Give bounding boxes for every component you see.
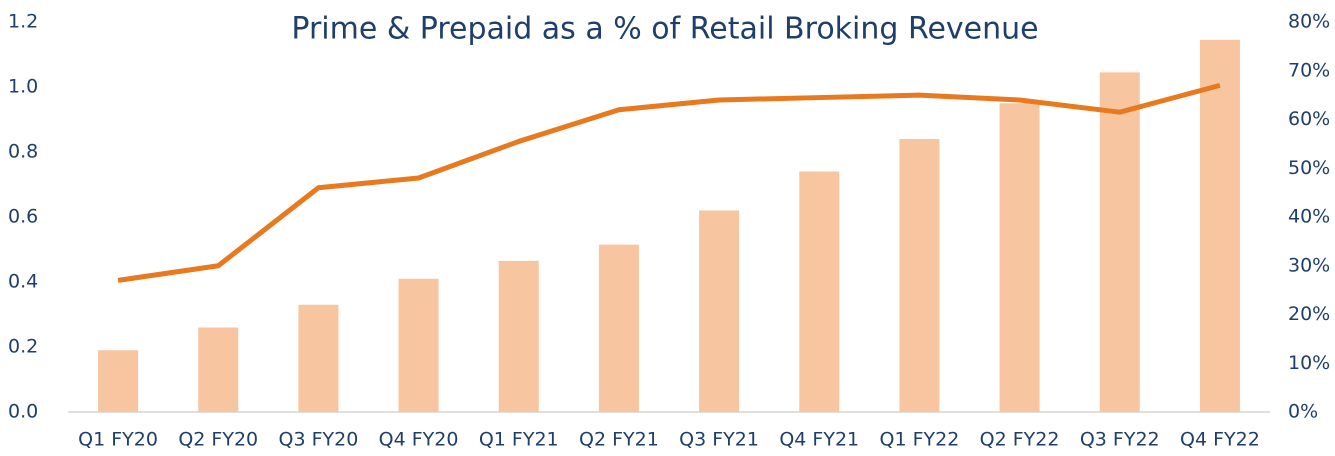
- bar: [598, 244, 639, 412]
- bar: [98, 350, 139, 412]
- y2-tick-label: 70%: [1288, 59, 1330, 81]
- bar: [999, 103, 1040, 412]
- x-tick-label: Q2 FY20: [178, 429, 258, 451]
- bar: [699, 210, 740, 412]
- x-tick-label: Q3 FY21: [679, 429, 759, 451]
- y2-tick-label: 40%: [1288, 206, 1330, 228]
- y2-tick-label: 50%: [1288, 157, 1330, 179]
- x-tick-label: Q4 FY22: [1180, 429, 1260, 451]
- y2-tick-label: 30%: [1288, 254, 1330, 276]
- y-tick-label: 0.0: [8, 401, 38, 423]
- x-tick-label: Q4 FY21: [779, 429, 859, 451]
- y-tick-label: 1.0: [8, 76, 38, 98]
- x-tick-label: Q4 FY20: [379, 429, 459, 451]
- bar: [298, 304, 339, 412]
- y-tick-label: 1.2: [8, 11, 38, 33]
- bar: [1099, 72, 1140, 412]
- bar: [1199, 39, 1240, 412]
- bar: [899, 139, 940, 412]
- y2-tick-label: 80%: [1288, 11, 1330, 33]
- bar: [198, 327, 239, 412]
- y2-tick-label: 0%: [1288, 401, 1318, 423]
- bar: [799, 171, 840, 412]
- y-tick-label: 0.4: [8, 271, 38, 293]
- x-tick-label: Q3 FY22: [1080, 429, 1160, 451]
- x-tick-label: Q2 FY21: [579, 429, 659, 451]
- bar: [398, 278, 439, 412]
- y-tick-label: 0.8: [8, 141, 38, 163]
- y-tick-label: 0.6: [8, 206, 38, 228]
- y2-tick-label: 60%: [1288, 108, 1330, 130]
- line: [117, 82, 1221, 283]
- x-tick-label: Q3 FY20: [279, 429, 359, 451]
- x-tick-label: Q1 FY20: [78, 429, 158, 451]
- y2-tick-label: 10%: [1288, 352, 1330, 374]
- x-tick-label: Q1 FY21: [479, 429, 559, 451]
- y-tick-label: 0.2: [8, 336, 38, 358]
- y2-tick-label: 20%: [1288, 303, 1330, 325]
- x-tick-label: Q2 FY22: [980, 429, 1060, 451]
- x-tick-label: Q1 FY22: [880, 429, 960, 451]
- chart-title: Prime & Prepaid as a % of Retail Broking…: [291, 12, 1038, 47]
- bar: [498, 260, 539, 412]
